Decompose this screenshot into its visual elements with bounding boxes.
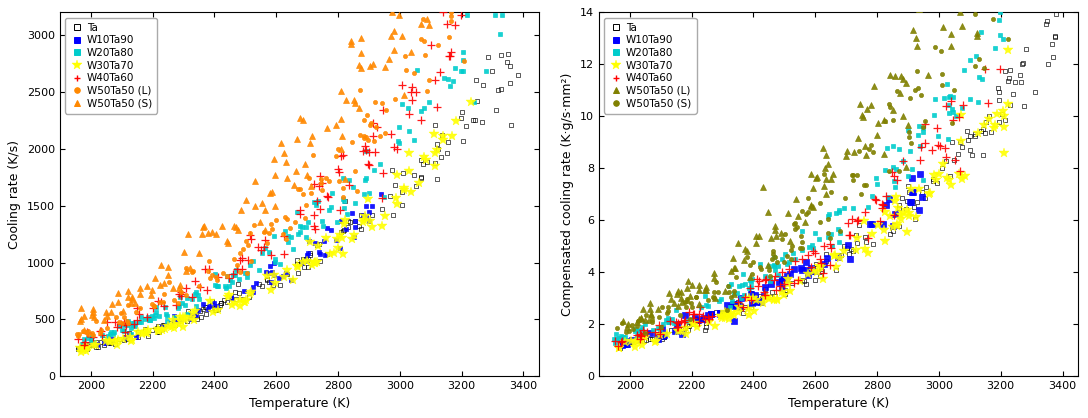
X-axis label: Temperature (K): Temperature (K) <box>788 397 889 410</box>
Y-axis label: Cooling rate (K/s): Cooling rate (K/s) <box>9 140 22 249</box>
Legend: Ta, W10Ta90, W20Ta80, W30Ta70, W40Ta60, W50Ta50 (L), W50Ta50 (S): Ta, W10Ta90, W20Ta80, W30Ta70, W40Ta60, … <box>65 18 158 114</box>
X-axis label: Temperature (K): Temperature (K) <box>249 397 350 410</box>
Legend: Ta, W10Ta90, W20Ta80, W30Ta70, W40Ta60, W50Ta50 (L), W50Ta50 (S): Ta, W10Ta90, W20Ta80, W30Ta70, W40Ta60, … <box>604 18 696 114</box>
Y-axis label: Compensated cooling rate (K·g/s·mm²): Compensated cooling rate (K·g/s·mm²) <box>561 73 574 316</box>
